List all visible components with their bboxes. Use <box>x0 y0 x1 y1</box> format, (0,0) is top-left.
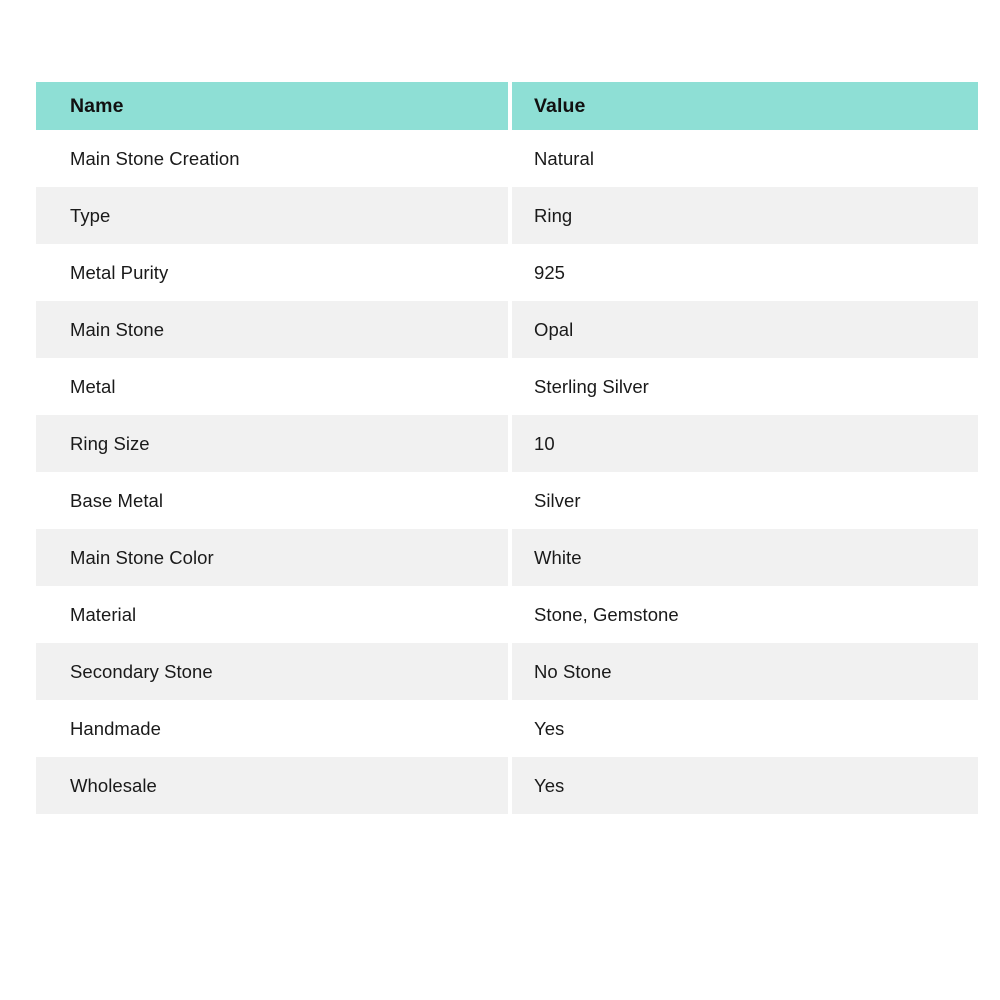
row-name-cell: Ring Size <box>36 415 508 472</box>
row-name-cell: Main Stone Color <box>36 529 508 586</box>
row-name-cell: Main Stone <box>36 301 508 358</box>
row-divider <box>508 415 512 472</box>
table-row: Ring Size 10 <box>36 415 978 472</box>
row-value-cell: Silver <box>512 472 978 529</box>
row-value-cell: Natural <box>512 130 978 187</box>
row-divider <box>508 187 512 244</box>
table-header-row: Name Value <box>36 82 978 130</box>
row-name-cell: Material <box>36 586 508 643</box>
table-row: Material Stone, Gemstone <box>36 586 978 643</box>
row-value-cell: 10 <box>512 415 978 472</box>
column-header-value: Value <box>512 82 978 130</box>
row-divider <box>508 529 512 586</box>
column-header-name: Name <box>36 82 508 130</box>
table-row: Main Stone Color White <box>36 529 978 586</box>
row-divider <box>508 700 512 757</box>
row-divider <box>508 586 512 643</box>
row-value-cell: Stone, Gemstone <box>512 586 978 643</box>
specifications-table: Name Value Main Stone Creation Natural Typ… <box>36 82 978 814</box>
row-divider <box>508 358 512 415</box>
row-value-cell: Opal <box>512 301 978 358</box>
table-header: Name Value <box>36 82 978 130</box>
row-name-cell: Metal Purity <box>36 244 508 301</box>
row-divider <box>508 472 512 529</box>
row-name-cell: Main Stone Creation <box>36 130 508 187</box>
table-row: Metal Purity 925 <box>36 244 978 301</box>
row-value-cell: 925 <box>512 244 978 301</box>
table-row: Secondary Stone No Stone <box>36 643 978 700</box>
table-row: Wholesale Yes <box>36 757 978 814</box>
row-name-cell: Base Metal <box>36 472 508 529</box>
table-row: Type Ring <box>36 187 978 244</box>
row-divider <box>508 244 512 301</box>
row-divider <box>508 757 512 814</box>
row-divider <box>508 301 512 358</box>
table-row: Handmade Yes <box>36 700 978 757</box>
table-row: Base Metal Silver <box>36 472 978 529</box>
row-name-cell: Handmade <box>36 700 508 757</box>
row-value-cell: No Stone <box>512 643 978 700</box>
row-name-cell: Secondary Stone <box>36 643 508 700</box>
row-divider <box>508 643 512 700</box>
row-name-cell: Metal <box>36 358 508 415</box>
table-row: Main Stone Opal <box>36 301 978 358</box>
row-value-cell: Yes <box>512 757 978 814</box>
row-value-cell: Ring <box>512 187 978 244</box>
table-body: Main Stone Creation Natural Type Ring Metal … <box>36 130 978 814</box>
row-name-cell: Type <box>36 187 508 244</box>
row-value-cell: Sterling Silver <box>512 358 978 415</box>
row-value-cell: White <box>512 529 978 586</box>
table-row: Metal Sterling Silver <box>36 358 978 415</box>
row-divider <box>508 130 512 187</box>
table-row: Main Stone Creation Natural <box>36 130 978 187</box>
column-divider <box>508 82 512 130</box>
row-name-cell: Wholesale <box>36 757 508 814</box>
row-value-cell: Yes <box>512 700 978 757</box>
